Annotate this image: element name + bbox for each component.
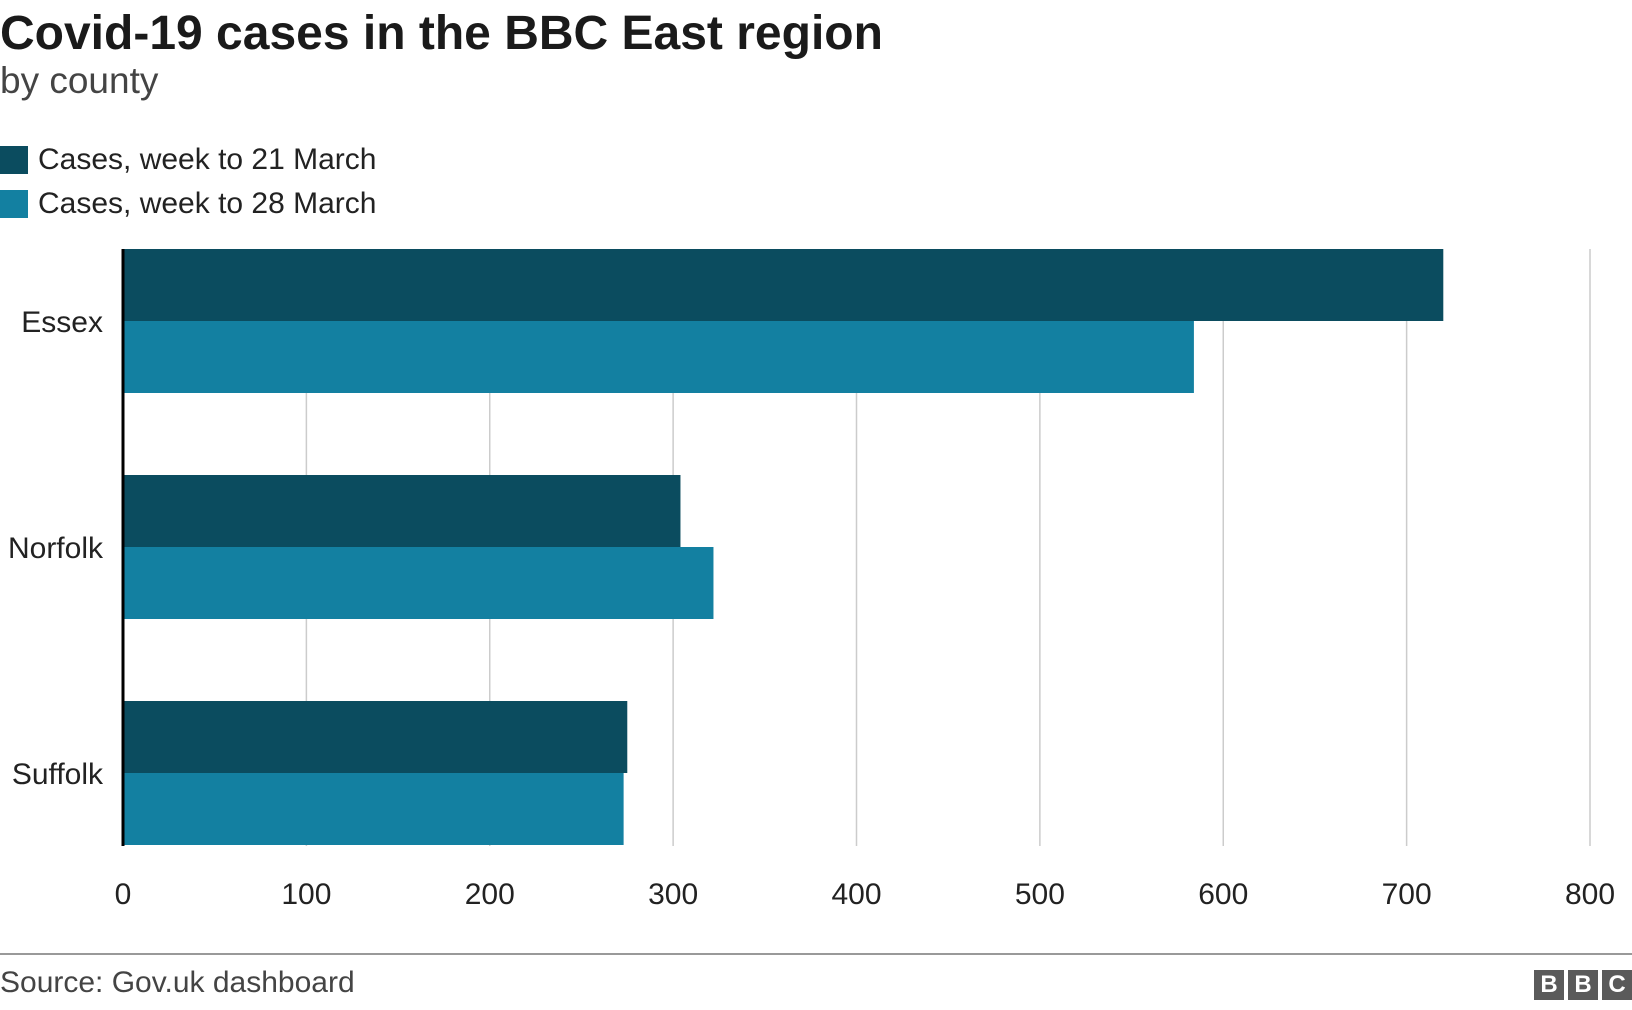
legend-swatch-series-1: [0, 146, 28, 174]
legend: Cases, week to 21 March Cases, week to 2…: [0, 138, 376, 226]
bbc-logo-letter: B: [1534, 970, 1564, 1000]
category-labels: Essex Norfolk Suffolk: [8, 306, 104, 791]
source-note: Source: Gov.uk dashboard: [0, 966, 355, 999]
x-axis-ticks: 0 100 200 300 400 500 600 700 800: [115, 878, 1615, 911]
x-tick-label: 400: [831, 878, 881, 911]
bbc-logo-letter: C: [1602, 970, 1632, 1000]
category-label: Norfolk: [8, 532, 104, 565]
chart-title: Covid-19 cases in the BBC East region: [0, 7, 883, 60]
bar: [123, 249, 1444, 321]
legend-item-series-2: Cases, week to 28 March: [0, 182, 376, 226]
category-label: Suffolk: [12, 758, 104, 791]
category-label: Essex: [21, 306, 103, 339]
bar: [123, 701, 628, 773]
x-tick-label: 800: [1565, 878, 1615, 911]
bars: [123, 249, 1444, 845]
bar: [123, 475, 681, 547]
chart-subtitle: by county: [0, 60, 159, 101]
source-divider: [0, 953, 1632, 955]
x-tick-label: 600: [1198, 878, 1248, 911]
bbc-logo: B B C: [1534, 970, 1632, 1000]
x-tick-label: 200: [465, 878, 515, 911]
x-tick-label: 700: [1382, 878, 1432, 911]
x-tick-label: 500: [1015, 878, 1065, 911]
bbc-logo-letter: B: [1568, 970, 1598, 1000]
legend-swatch-series-2: [0, 190, 28, 218]
legend-label-series-1: Cases, week to 21 March: [38, 143, 377, 176]
bar: [123, 321, 1194, 393]
bar: [123, 773, 624, 845]
x-tick-label: 300: [648, 878, 698, 911]
legend-item-series-1: Cases, week to 21 March: [0, 138, 376, 182]
x-tick-label: 100: [281, 878, 331, 911]
legend-label-series-2: Cases, week to 28 March: [38, 187, 377, 220]
x-tick-label: 0: [115, 878, 132, 911]
bar: [123, 547, 714, 619]
bar-chart: Essex Norfolk Suffolk 0 100 200 300 400 500 600 7…: [8, 249, 1615, 911]
